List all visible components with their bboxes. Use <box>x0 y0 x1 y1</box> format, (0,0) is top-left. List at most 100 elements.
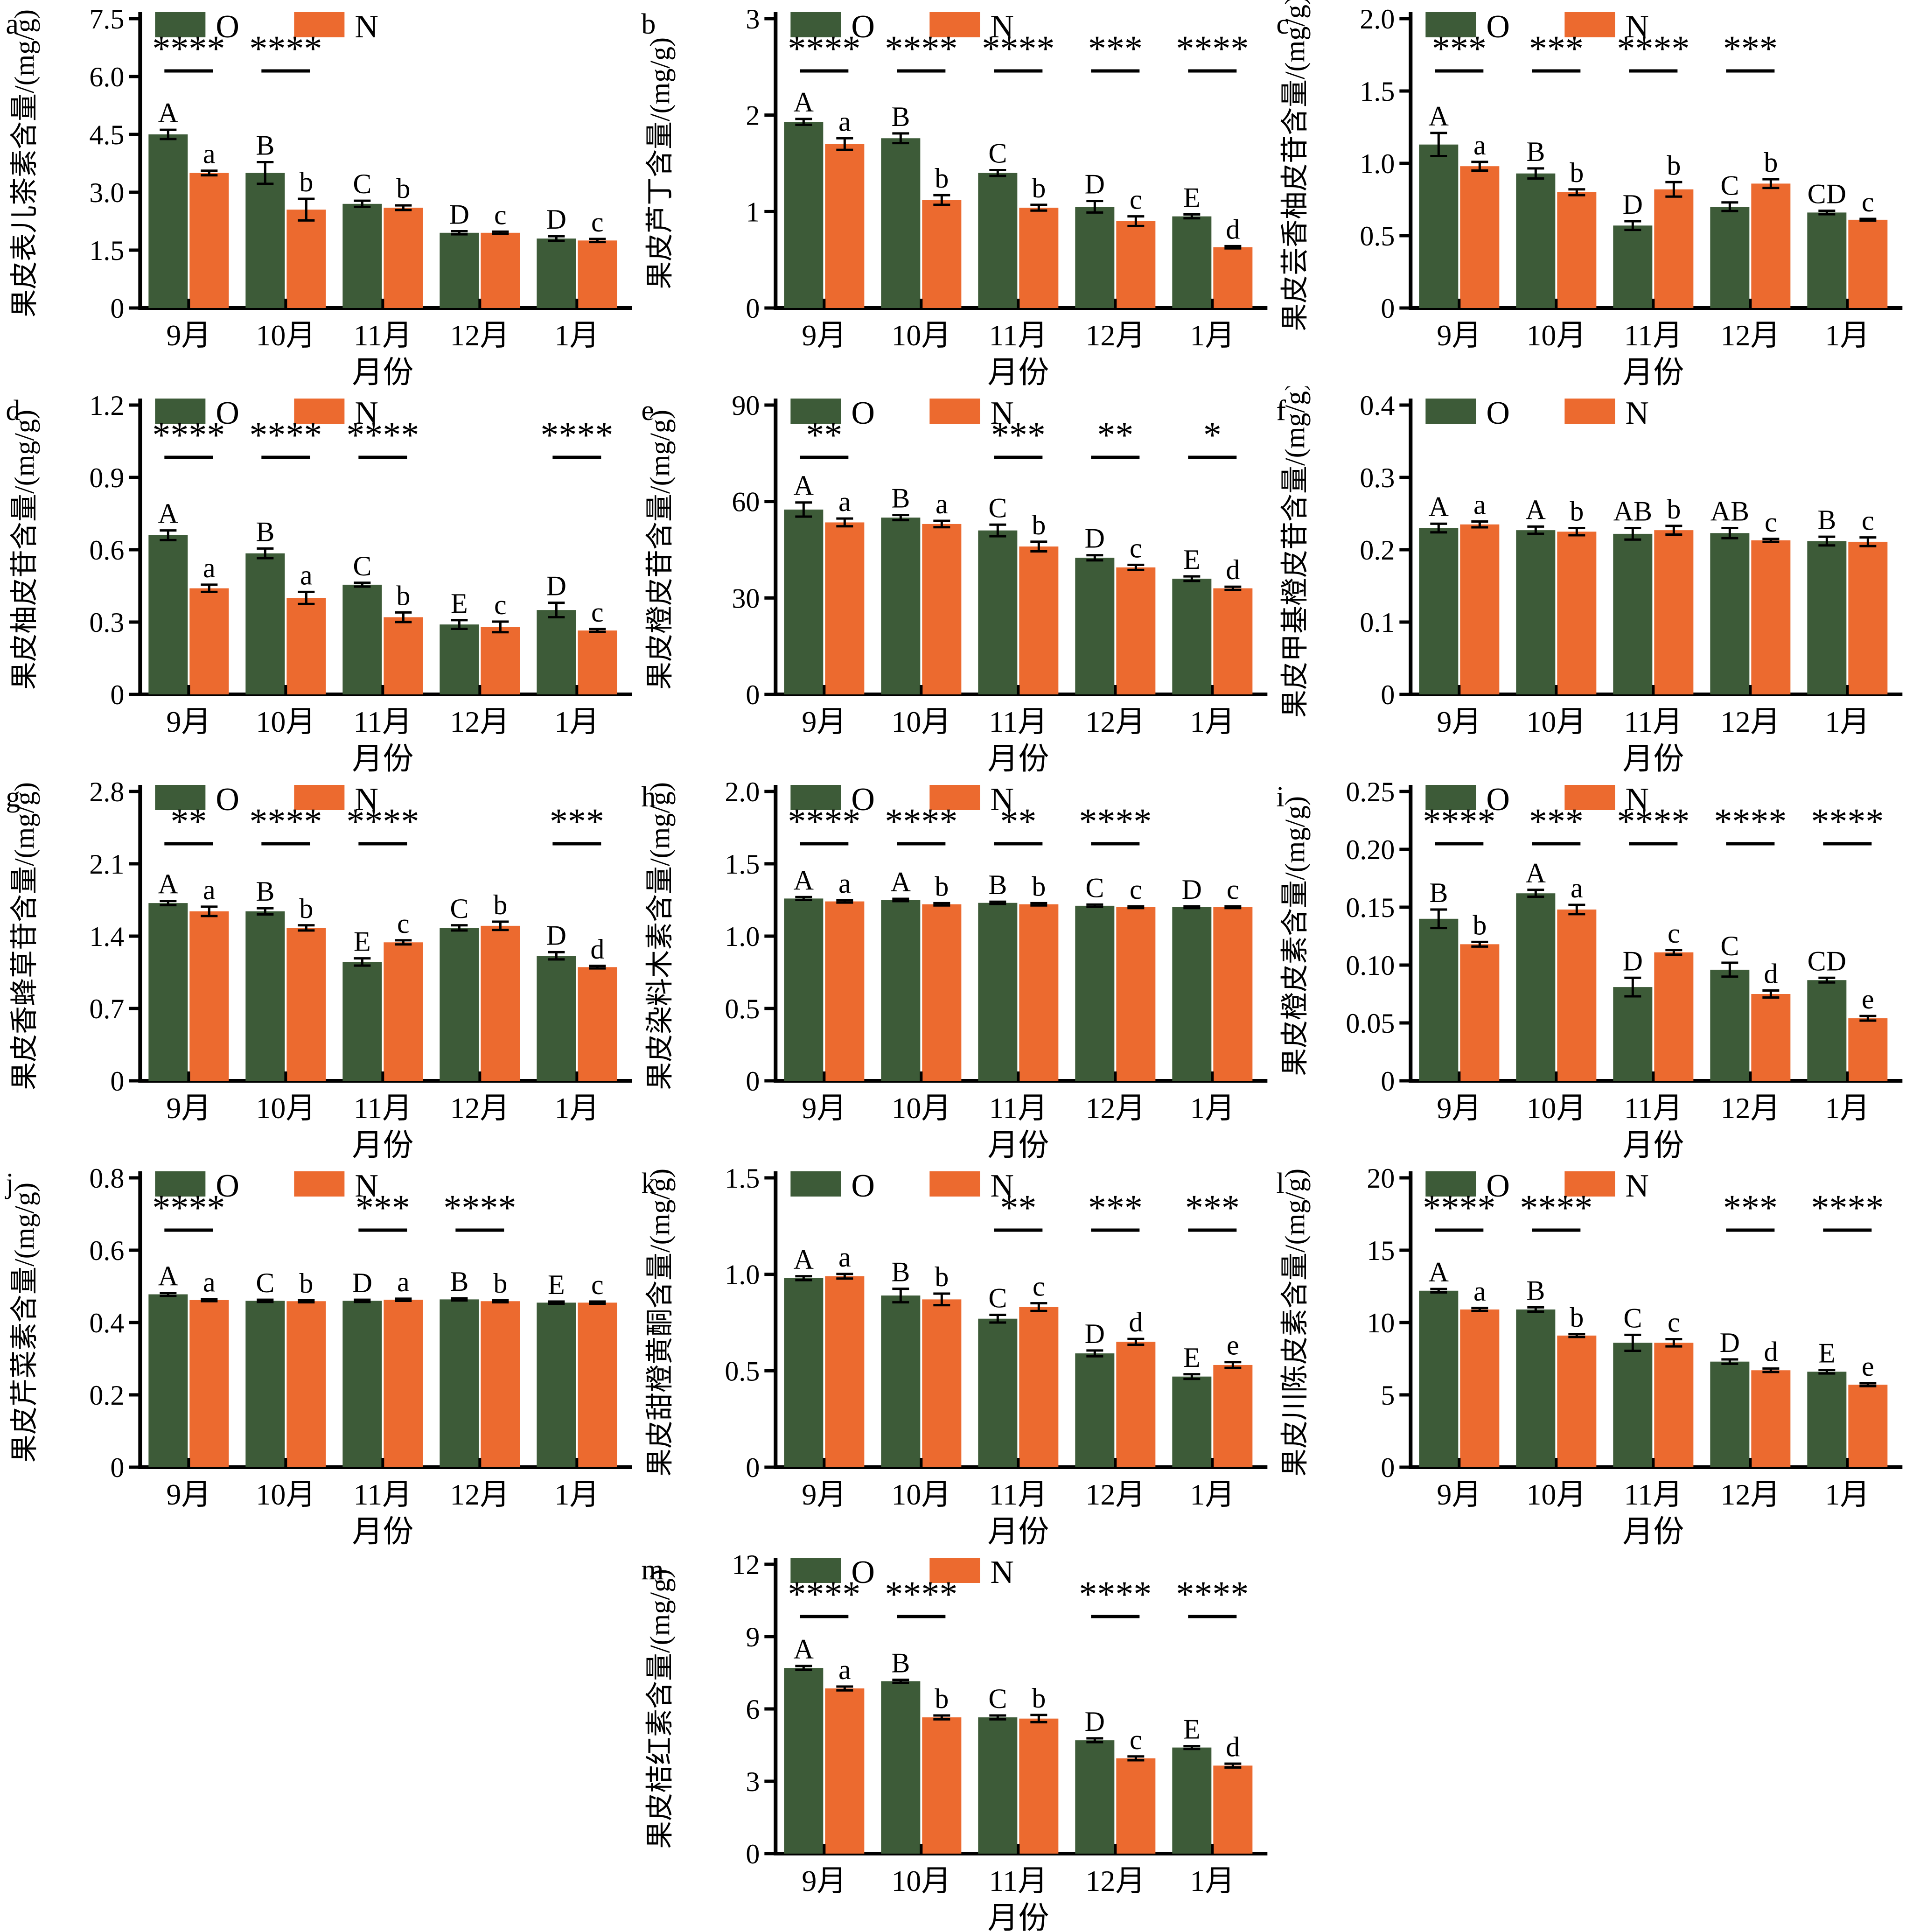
letter-N-12月: d <box>1764 959 1778 989</box>
y-axis-title: 果皮染料木素含量/(mg/g) <box>644 782 675 1090</box>
letter-O-1月: E <box>1818 1338 1836 1369</box>
y-tick-label: 0 <box>110 1452 124 1483</box>
error-bar-N-12月 <box>1762 178 1780 189</box>
x-axis-title: 月份 <box>352 742 413 773</box>
bar-N-11月 <box>384 942 423 1081</box>
bar-N-12月 <box>1116 1758 1155 1854</box>
letter-O-1月: D <box>546 920 566 951</box>
x-tick-label: 12月 <box>1721 1092 1780 1125</box>
bar-N-11月 <box>1654 1343 1694 1467</box>
bar-O-10月 <box>880 900 920 1081</box>
error-bar-N-9月 <box>201 1298 218 1302</box>
bar-N-11月 <box>1019 1718 1058 1854</box>
panel-label: a <box>6 8 19 40</box>
significance-stars: *** <box>1088 1187 1142 1228</box>
error-bar-N-12月 <box>1127 905 1144 910</box>
x-tick-label: 10月 <box>256 1478 315 1511</box>
bar-O-12月 <box>1075 1740 1114 1854</box>
legend-label-O: O <box>216 395 239 431</box>
y-tick-label: 0.4 <box>89 1308 124 1338</box>
bar-N-11月 <box>1019 904 1058 1081</box>
letter-N-12月: c <box>494 199 507 230</box>
significance-stars: ** <box>1097 414 1133 455</box>
y-tick-label: 7.5 <box>89 4 124 35</box>
x-axis-title: 月份 <box>1623 1128 1684 1159</box>
x-tick-label: 12月 <box>1721 705 1780 738</box>
error-bar-O-1月 <box>548 235 565 242</box>
bar-O-11月 <box>1613 987 1653 1081</box>
x-tick-label: 10月 <box>1527 1092 1586 1125</box>
error-bar-N-11月 <box>395 939 412 946</box>
letter-N-10月: a <box>936 489 948 519</box>
bar-O-9月 <box>148 535 188 694</box>
letter-N-9月: a <box>838 486 851 517</box>
y-tick-label: 20 <box>1367 1163 1395 1194</box>
bar-O-11月 <box>977 173 1017 308</box>
significance-stars: *** <box>991 414 1045 455</box>
bar-N-11月 <box>1654 530 1694 694</box>
bar-N-10月 <box>1557 909 1597 1081</box>
y-tick-label: 9 <box>746 1622 760 1652</box>
y-tick-label: 0 <box>746 1452 760 1483</box>
letter-O-11月: D <box>1623 189 1643 220</box>
letter-O-10月: A <box>890 867 910 897</box>
y-axis-title: 果皮芸香柚皮苷含量/(mg/g) <box>1280 0 1311 331</box>
y-tick-label: 0.2 <box>1360 535 1395 566</box>
panel-label: f <box>1277 395 1286 427</box>
x-axis-title: 月份 <box>987 1901 1049 1932</box>
legend-swatch-N <box>929 399 980 424</box>
bar-O-1月 <box>1807 980 1847 1081</box>
y-tick-label: 2.1 <box>89 849 124 880</box>
letter-N-11月: a <box>397 1267 410 1297</box>
error-bar-N-10月 <box>298 197 315 222</box>
significance-stars: **** <box>1176 1574 1249 1614</box>
significance-stars: *** <box>1088 28 1142 69</box>
letter-N-9月: a <box>203 553 216 583</box>
error-bar-N-10月 <box>933 1714 950 1721</box>
y-axis-title: 果皮柚皮苷含量/(mg/g) <box>9 410 40 690</box>
y-tick-label: 3 <box>746 4 760 35</box>
panel-label: j <box>5 1168 14 1199</box>
letter-O-11月: C <box>353 551 371 581</box>
error-bar-O-12月 <box>1721 1358 1738 1365</box>
letter-N-10月: b <box>935 1683 949 1714</box>
legend-label-N: N <box>355 1168 378 1204</box>
letter-N-11月: c <box>1668 918 1680 949</box>
error-bar-N-9月 <box>836 1273 853 1280</box>
legend-label-O: O <box>851 782 875 818</box>
bar-O-12月 <box>440 928 479 1081</box>
letter-N-9月: a <box>1473 130 1486 161</box>
letter-O-11月: E <box>354 926 371 957</box>
x-tick-label: 11月 <box>989 1092 1047 1125</box>
x-tick-label: 10月 <box>891 1478 951 1511</box>
letter-O-9月: B <box>1430 877 1448 908</box>
significance-stars: **** <box>788 28 860 69</box>
x-tick-label: 12月 <box>450 319 510 352</box>
error-bar-O-1月 <box>548 1300 565 1305</box>
legend-label-O: O <box>1487 395 1510 431</box>
letter-N-12月: c <box>1130 184 1142 215</box>
bar-O-9月 <box>1419 1290 1459 1467</box>
bar-N-10月 <box>922 1299 961 1467</box>
legend-label-N: N <box>1626 782 1649 818</box>
significance-stars: **** <box>540 414 613 455</box>
letter-O-9月: A <box>793 87 813 118</box>
bar-O-12月 <box>1710 969 1750 1081</box>
bar-N-12月 <box>1116 1342 1155 1467</box>
x-tick-label: 10月 <box>256 1092 315 1125</box>
error-bar-O-9月 <box>795 1275 812 1281</box>
error-bar-O-1月 <box>1183 1373 1200 1380</box>
legend-label-O: O <box>851 395 875 431</box>
letter-N-11月: b <box>396 580 410 611</box>
error-bar-N-11月 <box>1030 1714 1047 1723</box>
letter-N-9月: a <box>838 106 851 137</box>
y-tick-label: 2.8 <box>89 777 124 807</box>
letter-O-12月: D <box>1084 169 1104 200</box>
error-bar-N-11月 <box>1030 1302 1047 1312</box>
significance-stars: **** <box>885 28 957 69</box>
letter-N-10月: b <box>935 1261 949 1292</box>
